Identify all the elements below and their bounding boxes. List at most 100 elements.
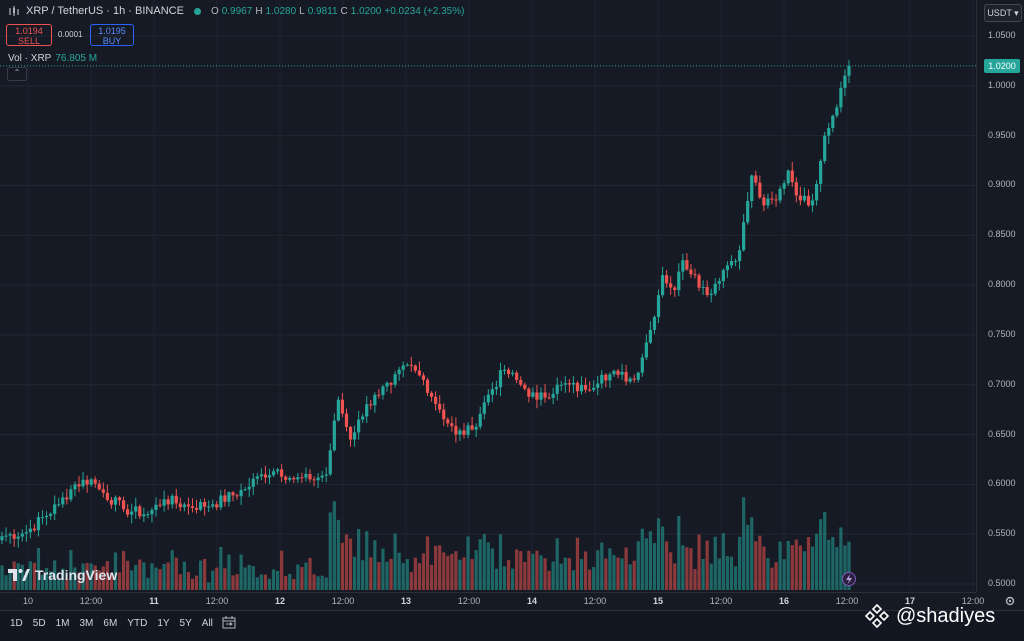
- volume-bar: [515, 549, 519, 590]
- volume-bar: [596, 550, 600, 590]
- candle-body: [121, 500, 126, 510]
- candle-body: [490, 389, 494, 395]
- volume-bar: [101, 566, 105, 590]
- volume-bar: [174, 557, 178, 590]
- range-ytd[interactable]: YTD: [127, 618, 148, 629]
- volume-bar: [709, 563, 713, 590]
- volume-bar: [729, 556, 734, 590]
- volume-bar: [733, 566, 738, 590]
- settings-gear-icon[interactable]: [1004, 595, 1016, 607]
- collapse-legend-button[interactable]: ⌃: [7, 67, 27, 81]
- volume-bar: [632, 560, 636, 590]
- candle-body: [446, 419, 450, 424]
- volume-bar: [194, 575, 199, 590]
- volume-bar: [474, 550, 478, 590]
- range-5d[interactable]: 5D: [32, 618, 46, 629]
- volume-bar: [207, 582, 211, 590]
- candle-body: [405, 364, 409, 366]
- range-3m[interactable]: 3M: [79, 618, 94, 629]
- volume-bar: [519, 551, 523, 590]
- candle-body: [215, 504, 219, 508]
- volume-bar: [113, 552, 118, 590]
- range-5y[interactable]: 5Y: [179, 618, 192, 629]
- sell-button[interactable]: 1.0194 SELL: [6, 24, 52, 46]
- candle-body: [782, 183, 786, 189]
- candle-body: [636, 372, 640, 380]
- symbol-title[interactable]: XRP / TetherUS · 1h · BINANCE: [26, 5, 184, 17]
- volume-bar: [843, 545, 847, 590]
- volume-value: 76.805 M: [55, 53, 98, 64]
- calendar-range-icon[interactable]: [222, 616, 236, 629]
- volume-bar: [251, 565, 255, 590]
- candle-body: [689, 269, 693, 275]
- spread-value: 0.0001: [58, 30, 83, 39]
- volume-bar: [203, 558, 207, 590]
- price-tick-label: 0.7500: [988, 328, 1016, 339]
- candle-body: [101, 489, 105, 493]
- price-tick-label: 0.6000: [988, 478, 1016, 489]
- volume-bar: [65, 579, 69, 590]
- volume-bar: [300, 567, 304, 590]
- close-value: 1.0200: [350, 5, 382, 17]
- volume-bar: [288, 573, 292, 590]
- candle-body: [53, 504, 57, 514]
- volume-bar: [235, 574, 239, 590]
- lightning-icon[interactable]: [842, 572, 856, 586]
- volume-bar: [336, 519, 340, 590]
- range-1m[interactable]: 1M: [55, 618, 70, 629]
- volume-bar: [628, 564, 632, 590]
- buy-label: BUY: [102, 36, 122, 46]
- candle-body: [693, 274, 697, 276]
- time-tick-label: 14: [526, 596, 538, 606]
- candle-body: [628, 378, 632, 382]
- volume-bar: [381, 548, 385, 590]
- buy-button[interactable]: 1.0195 BUY: [90, 24, 134, 46]
- volume-bar: [36, 548, 41, 590]
- candle-body: [697, 275, 701, 288]
- volume-bar: [389, 558, 393, 590]
- range-1d[interactable]: 1D: [10, 618, 23, 629]
- candle-body: [592, 387, 596, 390]
- volume-bar: [498, 534, 503, 590]
- candle-body: [211, 504, 215, 507]
- candle-body: [85, 479, 89, 485]
- range-1y[interactable]: 1Y: [157, 618, 170, 629]
- currency-selector[interactable]: USDT ▾: [984, 4, 1022, 22]
- volume-bar: [40, 574, 45, 590]
- range-6m[interactable]: 6M: [103, 618, 118, 629]
- volume-bar: [806, 537, 811, 590]
- volume-bar: [506, 560, 511, 590]
- candle-body: [770, 198, 774, 200]
- volume-bar: [352, 556, 357, 590]
- volume-bar: [539, 555, 543, 590]
- price-axis[interactable]: [976, 0, 1024, 592]
- candle-body: [486, 394, 490, 403]
- volume-bar: [790, 545, 794, 590]
- volume-bar: [243, 567, 247, 590]
- candle-body: [182, 504, 186, 508]
- candle-body: [243, 489, 247, 491]
- volume-bar: [766, 558, 770, 590]
- time-tick-label: 13: [400, 596, 412, 606]
- chart-pane[interactable]: [0, 0, 976, 592]
- candle-body: [709, 293, 713, 296]
- price-tick-label: 0.9500: [988, 129, 1016, 140]
- candles-icon[interactable]: [8, 5, 20, 17]
- candle-body: [194, 507, 199, 510]
- candle-body: [65, 497, 69, 500]
- candle-body: [839, 87, 843, 108]
- volume-bar: [158, 569, 162, 590]
- range-all[interactable]: All: [201, 618, 213, 629]
- volume-bar: [648, 531, 653, 590]
- volume-bar: [705, 540, 709, 590]
- volume-bar: [340, 542, 345, 590]
- volume-bar: [665, 541, 669, 590]
- time-axis[interactable]: [0, 592, 976, 611]
- candle-body: [12, 534, 16, 539]
- candle-body: [0, 536, 4, 541]
- volume-bar: [571, 570, 576, 590]
- volume-bar: [478, 539, 482, 590]
- tradingview-watermark: TradingView: [8, 567, 117, 583]
- candle-body: [49, 513, 53, 516]
- tradingview-logo-icon: [8, 569, 30, 581]
